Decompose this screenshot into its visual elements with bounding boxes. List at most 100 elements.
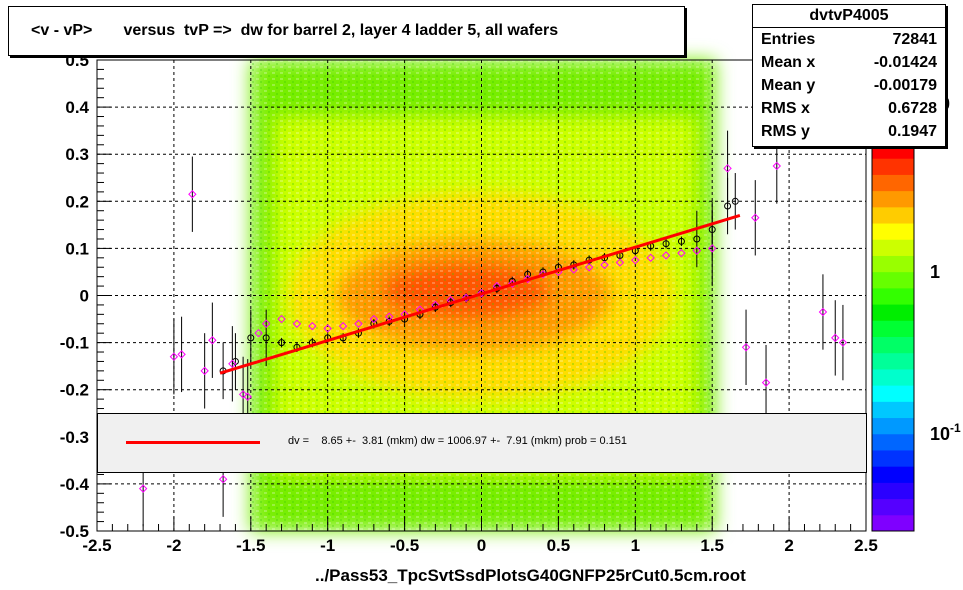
profile-point-magenta (838, 338, 848, 347)
stats-row-mean-y: Mean y -0.00179 (753, 74, 945, 97)
plot-title: <v - vP> versus tvP => dw for barrel 2, … (31, 22, 559, 39)
palette-swatch (872, 401, 914, 419)
stats-row-entries: Entries 72841 (753, 28, 945, 51)
profile-point-magenta (761, 378, 771, 387)
palette-swatch (872, 385, 914, 402)
palette-swatch (872, 449, 914, 467)
palette-swatch (872, 255, 914, 273)
fit-line-segment (219, 213, 741, 375)
axes: -2.5 -2 -1.5 -1 -0.5 0 0.5 1 1.5 2 2.5 -0.5 -0.4 -0.3… (60, 51, 878, 555)
profile-point-magenta (308, 321, 317, 331)
profile-point-black (693, 235, 701, 243)
y-tick-label: 0.4 (65, 98, 89, 117)
palette-swatch (872, 304, 914, 321)
profile-point-magenta (707, 244, 717, 253)
palette-label-exponent: -1 (950, 421, 961, 435)
stats-value: -0.00179 (873, 77, 937, 94)
profile-point-magenta (631, 255, 640, 265)
x-tick-label: 0.5 (547, 536, 571, 555)
palette-swatch (872, 190, 914, 208)
palette-label: 1 (930, 262, 940, 282)
y-tick-label: -0.3 (60, 428, 89, 447)
profile-point-magenta (369, 314, 379, 324)
palette-swatch (872, 320, 914, 337)
x-tick-label: -1.5 (236, 536, 265, 555)
profile-point-magenta (385, 312, 394, 321)
profile-point-black (524, 270, 532, 278)
palette-swatch (872, 174, 914, 192)
stats-label: Entries (761, 31, 816, 48)
y-tick-label: 0.2 (65, 192, 89, 211)
stats-label: Mean x (761, 54, 816, 71)
profile-point-magenta (584, 263, 594, 272)
x-tick-label: -2.5 (82, 536, 111, 555)
x-tick-label: -2 (166, 536, 181, 555)
profile-point-magenta (277, 314, 286, 324)
legend-fit-text: dv = 8.65 +- 3.81 (mkm) dw = 1006.97 +- … (288, 435, 628, 447)
stats-box: dvtvP4005 Entries 72841 Mean x -0.01424 … (752, 4, 946, 147)
profile-point-magenta (238, 390, 248, 399)
palette-swatch (872, 514, 914, 532)
palette-swatch (872, 223, 914, 240)
profile-point-magenta (177, 350, 186, 359)
profile-point-magenta (228, 359, 237, 369)
fit-legend: dv = 8.65 +- 3.81 (mkm) dw = 1006.97 +- … (97, 413, 867, 473)
profile-point-magenta (831, 333, 840, 343)
palette-swatch (872, 287, 914, 305)
profile-point-magenta (261, 319, 271, 328)
palette-swatch (872, 498, 914, 516)
x-axis-title: ../Pass53_TpcSvtSsdPlotsG40GNFP25rCut0.5… (315, 566, 746, 585)
profile-point-magenta (138, 484, 148, 493)
profile-point-magenta (677, 248, 686, 258)
profile-point-magenta (646, 253, 655, 263)
fit-line (219, 213, 741, 375)
profile-point-magenta (818, 307, 828, 317)
y-tick-label: 0.1 (65, 239, 89, 258)
palette-swatch (872, 239, 914, 256)
profile-point-magenta (169, 352, 179, 361)
stats-row-rms-y: RMS y 0.1947 (753, 120, 945, 143)
stats-row-rms-x: RMS x 0.6728 (753, 97, 945, 120)
profile-point-magenta (661, 251, 671, 260)
profile-point-black (662, 240, 670, 248)
stats-label: Mean y (761, 77, 816, 94)
palette-swatch (872, 466, 914, 483)
y-tick-label: -0.2 (60, 381, 89, 400)
profile-point-magenta (218, 474, 228, 484)
profile-point-black (278, 339, 286, 347)
stats-name: dvtvP4005 (753, 5, 945, 28)
color-palette: 10110-1 (871, 94, 961, 532)
profile-point-black (262, 334, 270, 342)
y-tick-label: -0.4 (60, 475, 90, 494)
legend-line-swatch (126, 441, 260, 444)
palette-swatch (872, 482, 914, 500)
x-tick-label: 1.5 (700, 536, 724, 555)
x-tick-label: 1 (631, 536, 640, 555)
profile-point-magenta (292, 319, 302, 328)
profile-point-black (724, 202, 732, 210)
stats-label: RMS y (761, 123, 810, 140)
profile-point-magenta (723, 164, 732, 173)
stats-label: RMS x (761, 100, 810, 117)
profile-point-black (731, 197, 739, 205)
profile-point-magenta (254, 328, 263, 338)
palette-swatch (872, 352, 914, 370)
stats-value: -0.01424 (873, 54, 937, 71)
profile-point-magenta (751, 213, 760, 222)
profile-point-magenta (600, 260, 609, 270)
palette-swatch (872, 206, 914, 224)
palette-swatch (872, 271, 914, 289)
profile-point-magenta (243, 392, 252, 401)
profile-point-magenta (338, 321, 348, 331)
profile-point-magenta (692, 246, 702, 255)
y-tick-label: -0.5 (60, 522, 89, 541)
palette-swatch (872, 336, 914, 354)
stats-value: 0.1947 (888, 123, 937, 140)
profile-point-magenta (188, 190, 197, 199)
profile-point-magenta (208, 336, 217, 345)
x-tick-label: 2.5 (854, 536, 878, 555)
profile-point-magenta (354, 319, 363, 328)
y-tick-label: 0.3 (65, 145, 89, 164)
palette-swatch (872, 368, 914, 386)
profile-point-magenta (200, 366, 209, 376)
